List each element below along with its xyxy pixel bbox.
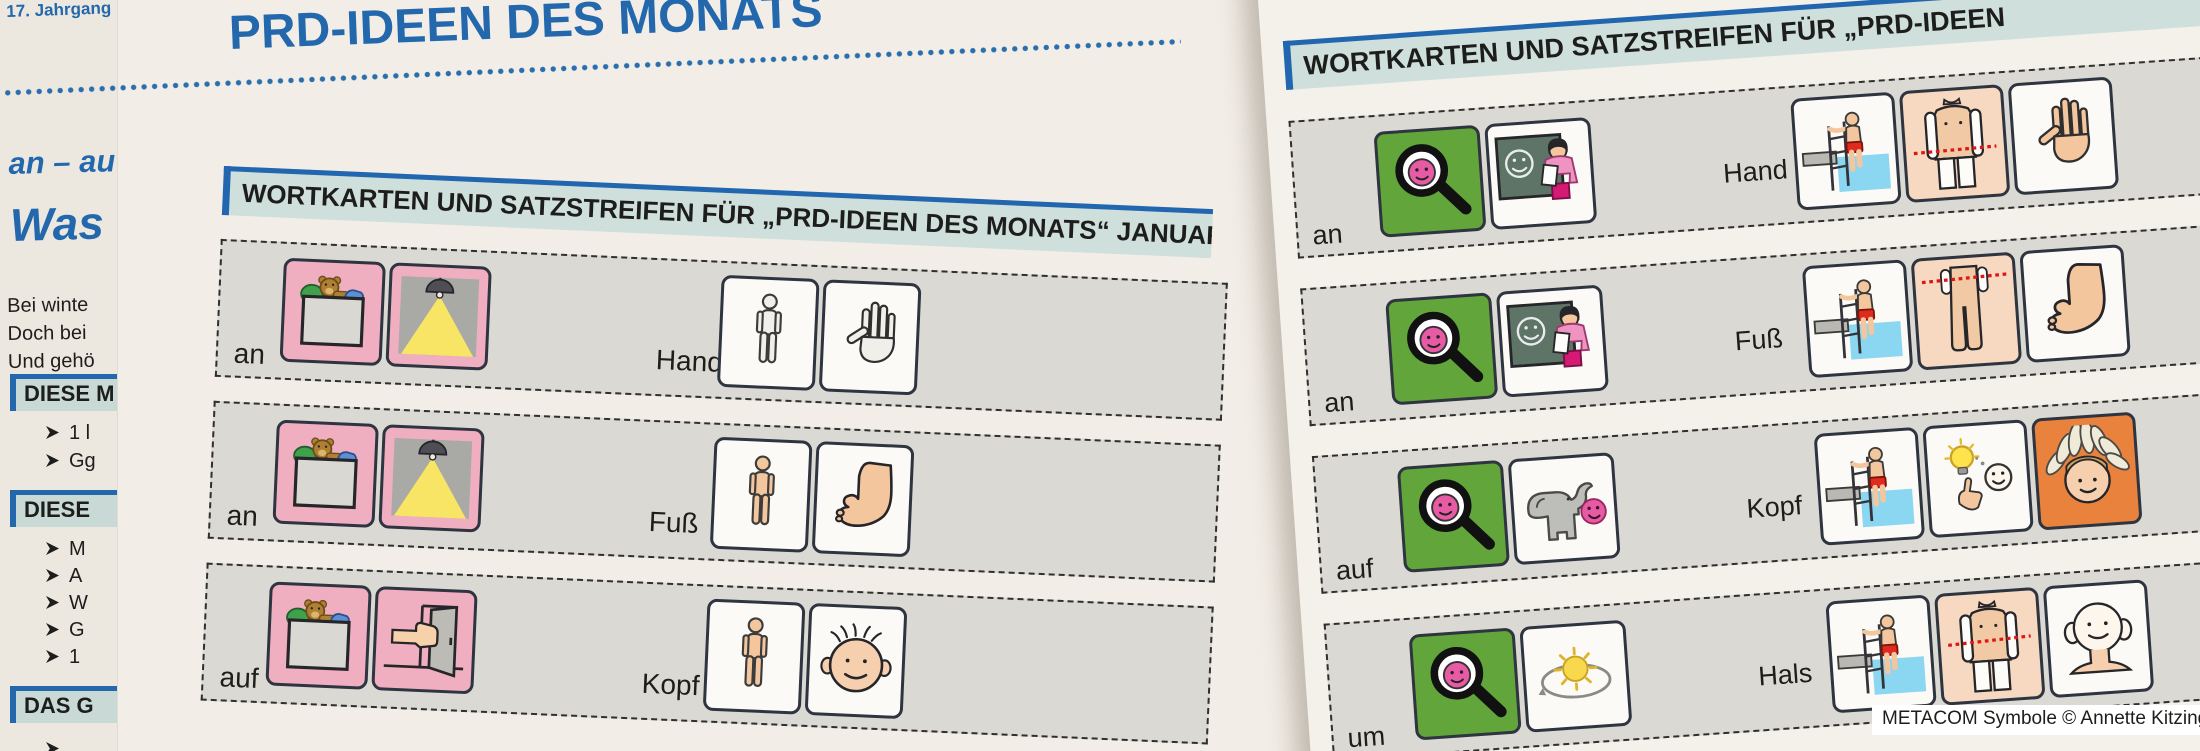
arrow-bullet-icon xyxy=(46,426,59,439)
pool-ladder-icon xyxy=(1790,91,1902,211)
legs-line-icon xyxy=(1910,251,2023,371)
infobox-title: DIESE xyxy=(10,490,117,527)
person-figure-icon xyxy=(702,598,806,715)
body-part-label: Fuß xyxy=(648,505,700,540)
arrow-bullet-icon xyxy=(46,569,59,582)
body-part-label: Kopf xyxy=(1745,490,1804,524)
hand-icon xyxy=(2007,76,2120,196)
infobox-title: DAS G xyxy=(10,686,117,723)
body-part-label: Hand xyxy=(1722,154,1789,189)
preposition-label: auf xyxy=(1334,553,1375,586)
body-part-cards xyxy=(1801,244,2131,379)
preposition-label: an xyxy=(1311,218,1344,251)
arrow-bullet-icon xyxy=(46,742,59,751)
preposition-label: an xyxy=(233,337,266,370)
preposition-label: an xyxy=(226,499,259,532)
preposition-label: um xyxy=(1346,720,1387,751)
foot-icon xyxy=(811,441,915,558)
lamp-shining-icon xyxy=(378,424,485,533)
hand-outline-icon xyxy=(818,279,922,396)
teacher-at-blackboard-icon xyxy=(1484,116,1598,231)
person-outline-icon xyxy=(716,274,820,391)
preposition-cards xyxy=(279,257,492,371)
arrow-bullet-icon xyxy=(46,650,59,663)
pool-ladder-icon xyxy=(1825,594,1937,714)
list-item: 1 xyxy=(46,646,80,669)
lamp-shining-icon xyxy=(385,262,492,371)
list-item: W xyxy=(46,592,88,615)
pool-ladder-icon xyxy=(1801,259,1914,379)
open-door-icon xyxy=(371,586,478,695)
bed-with-teddy-icon xyxy=(279,257,386,367)
magnifying-glass-face-icon xyxy=(1408,627,1522,741)
preposition-cards xyxy=(1373,116,1598,238)
word-card-strip: auf Kopf xyxy=(200,562,1214,745)
body-part-label: Hals xyxy=(1757,657,1814,692)
child-head-icon xyxy=(804,602,908,720)
bed-with-teddy-icon xyxy=(265,581,372,690)
volume-label: 17. Jahrgang xyxy=(6,0,112,21)
body-part-cards xyxy=(709,436,915,558)
section-header-bar: WORTKARTEN UND SATZSTREIFEN FÜR „PRD-IDE… xyxy=(221,166,1214,259)
body-part-label: Kopf xyxy=(641,667,701,702)
list-item: Gg xyxy=(46,450,96,473)
page-title: PRD-IDEEN DES MONATS xyxy=(228,0,824,60)
article-body-text: Bei winte Doch bei Und gehö xyxy=(7,293,95,373)
magnifying-glass-face-icon xyxy=(1385,292,1499,406)
magnifying-glass-face-icon xyxy=(1396,459,1511,573)
sun-with-orbit-icon xyxy=(1519,619,1633,733)
body-part-cards xyxy=(702,598,908,720)
feather-headdress-face-icon xyxy=(2031,411,2143,531)
body-hand-level-line-icon xyxy=(1898,84,2011,204)
preposition-label: auf xyxy=(219,661,260,694)
word-card-strip: um Hals xyxy=(1323,525,2200,751)
right-page-sheet: WORTKARTEN UND SATZSTREIFEN FÜR „PRD-IDE… xyxy=(1252,0,2200,751)
preposition-label: an xyxy=(1323,386,1356,419)
arrow-bullet-icon xyxy=(46,596,59,609)
word-card-strip: an Hand xyxy=(1288,22,2200,259)
preposition-words-heading: an – au xyxy=(8,143,116,181)
preposition-cards xyxy=(272,419,485,533)
list-item xyxy=(46,738,69,751)
person-figure-icon xyxy=(709,436,813,553)
infobox-title: DIESE M xyxy=(10,374,117,411)
symbols-copyright-credit: METACOM Symbole © Annette Kitzinger xyxy=(1872,705,2200,735)
list-item: 1 l xyxy=(46,422,90,445)
idea-lightbulb-icon xyxy=(1922,419,2034,539)
list-item: G xyxy=(46,619,85,642)
body-part-label: Hand xyxy=(655,344,724,378)
word-card-strip: an Hand xyxy=(214,238,1228,421)
bed-with-teddy-icon xyxy=(272,419,379,528)
preposition-cards xyxy=(1408,619,1633,741)
article-intro: an – au Was xyxy=(8,143,117,252)
article-heading: Was xyxy=(9,196,105,251)
arrow-bullet-icon xyxy=(46,542,59,555)
body-part-cards xyxy=(716,274,922,396)
left-page-text-column: 17. Jahrgang an – au Was Bei winte Doch … xyxy=(0,0,118,751)
magnifying-glass-face-icon xyxy=(1373,124,1487,238)
teacher-at-blackboard-icon xyxy=(1495,284,1610,398)
body-part-label: Fuß xyxy=(1733,323,1784,357)
list-item: M xyxy=(46,538,86,561)
body-neck-level-line-icon xyxy=(1934,586,2046,706)
foot-icon xyxy=(2019,244,2131,364)
word-card-strip: an Fuß xyxy=(207,400,1221,583)
pool-ladder-icon xyxy=(1813,426,1926,546)
body-part-cards xyxy=(1790,76,2120,211)
left-wortkarten-section: WORTKARTEN UND SATZSTREIFEN FÜR „PRD-IDE… xyxy=(200,166,1263,746)
arrow-bullet-icon xyxy=(46,454,59,467)
preposition-cards xyxy=(265,581,478,695)
list-item: A xyxy=(46,565,82,588)
head-with-neck-icon xyxy=(2042,579,2155,699)
preposition-cards xyxy=(1396,452,1621,573)
body-part-cards xyxy=(1825,579,2155,714)
body-part-cards xyxy=(1813,411,2143,546)
elephant-with-face-icon xyxy=(1507,452,1621,566)
arrow-bullet-icon xyxy=(46,623,59,636)
preposition-cards xyxy=(1385,284,1610,406)
